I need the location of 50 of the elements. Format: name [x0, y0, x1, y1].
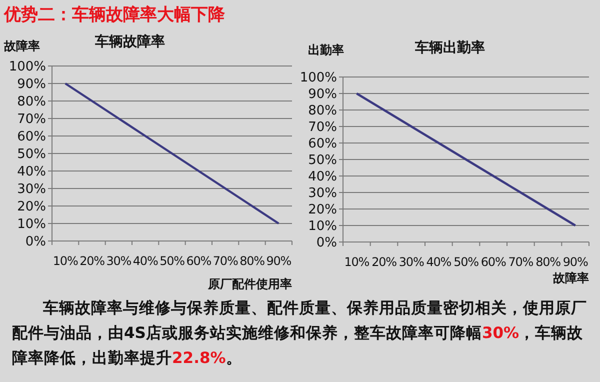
- chart-title: 车辆出勤率: [414, 39, 485, 56]
- x-tick-label: 70%: [508, 255, 534, 269]
- y-axis-title: 故障率: [3, 39, 40, 53]
- y-tick-label: 70%: [17, 112, 46, 127]
- x-tick-label: 50%: [454, 255, 479, 269]
- y-tick-label: 70%: [308, 120, 337, 135]
- y-tick-label: 10%: [17, 217, 46, 232]
- x-tick-label: 10%: [52, 254, 78, 268]
- x-tick-label: 80%: [240, 254, 265, 268]
- y-tick-label: 100%: [300, 70, 337, 86]
- y-tick-label: 60%: [17, 130, 46, 144]
- y-tick-label: 0%: [25, 234, 46, 250]
- y-tick-label: 40%: [308, 170, 337, 184]
- y-tick-label: 50%: [308, 153, 337, 168]
- x-tick-label: 80%: [536, 255, 561, 269]
- x-tick-label: 40%: [132, 254, 158, 268]
- y-tick-label: 30%: [308, 186, 337, 201]
- y-tick-label: 0%: [316, 236, 337, 250]
- x-tick-label: 30%: [106, 254, 132, 268]
- x-tick-label: 60%: [480, 255, 506, 269]
- y-tick-label: 50%: [17, 147, 46, 162]
- x-tick-label: 40%: [426, 255, 452, 269]
- y-tick-label: 60%: [308, 136, 337, 152]
- x-tick-label: 60%: [186, 254, 212, 268]
- x-tick-label: 20%: [372, 255, 397, 269]
- y-tick-label: 80%: [308, 104, 337, 118]
- x-axis-title: 故障率: [552, 271, 589, 285]
- chart-title: 车辆故障率: [94, 33, 165, 50]
- text: 优势二：车辆故障率大幅下降: [4, 4, 225, 26]
- x-tick-label: 50%: [160, 254, 185, 268]
- y-tick-label: 10%: [308, 219, 337, 234]
- y-tick-label: 100%: [8, 60, 46, 74]
- y-tick-label: 30%: [17, 182, 46, 197]
- x-tick-label: 30%: [398, 255, 424, 269]
- x-tick-label: 90%: [562, 255, 588, 269]
- y-tick-label: 20%: [17, 200, 46, 214]
- x-tick-label: 70%: [212, 254, 238, 268]
- y-tick-label: 90%: [17, 77, 46, 92]
- line-series: [64, 82, 280, 225]
- x-tick-label: 90%: [266, 254, 292, 268]
- x-tick-label: 10%: [344, 255, 370, 269]
- x-tick-label: 20%: [80, 254, 105, 268]
- line-series: [356, 92, 576, 227]
- x-axis-title: 原厂配件使用率: [207, 277, 292, 291]
- text: 车辆故障率与维修与保养质量、配件质量、保养用品质量密切相关，使用原厂配件与油品，由4S店或服务站实施维修和保养，整车故障率可降幅30%，车辆故障率降低，出勤率提升22.8%。: [12, 299, 587, 367]
- y-tick-label: 20%: [308, 202, 337, 218]
- y-tick-label: 40%: [17, 164, 46, 180]
- y-tick-label: 90%: [308, 87, 337, 102]
- y-tick-label: 80%: [17, 94, 46, 110]
- y-axis-title: 出勤率: [308, 43, 344, 57]
